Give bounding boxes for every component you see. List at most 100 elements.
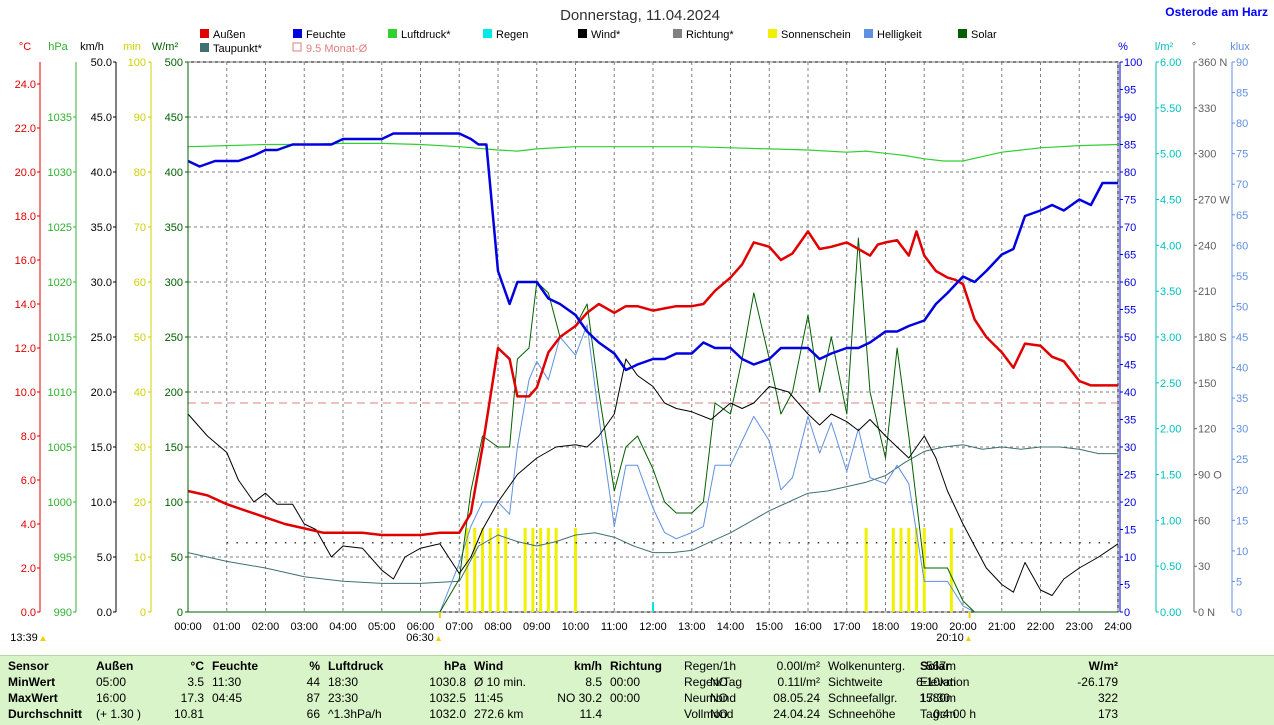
stats-solar-table: Solar W/m² Elevation -26.179 17:30 322 Tag:4:0… [916,658,1122,722]
legend-label: Außen [213,29,245,41]
legend-swatch [200,29,209,38]
sunshine-bar [481,528,484,612]
stats-cell: hPa [443,659,466,673]
sunshine-dot [381,542,384,544]
axis-klux-tick: 55 [1236,271,1248,283]
stats-cell: NO [710,707,728,721]
axis-lm2-tick: 5.00 [1160,149,1181,161]
sunshine-bar [488,528,492,612]
axis-pct-tick: 15 [1124,525,1136,537]
sunshine-dot [565,542,568,544]
sunshine-dot [517,542,519,544]
axis-temp-tick: 4.0 [21,519,36,531]
axis-temp-tick: 14.0 [15,299,36,311]
axis-deg-tick: 0 N [1198,607,1215,619]
sunshine-bar [554,528,558,612]
axis-pct-tick: 60 [1124,277,1136,289]
time-tick: 18:00 [872,621,900,633]
station-name[interactable]: Osterode am Harz [1165,5,1268,19]
stats-cell: (+ 1.30 ) [96,707,142,721]
stats-cell: 1030.8 [429,675,466,689]
sunshine-dot [1079,542,1081,544]
axis-deg-tick: 330 [1198,103,1216,115]
sunshine-dot [691,542,694,544]
sunshine-dot [275,542,277,544]
stats-cell: NO 30.2 [557,691,602,705]
legend-label: Solar [971,29,997,41]
axis-pct-tick: 95 [1124,85,1136,97]
chart-title: Donnerstag, 11.04.2024 [560,7,720,24]
legend-swatch [388,29,397,38]
series-line-feuchte [187,132,1118,372]
sunshine-bar [922,528,926,612]
axis-klux-tick: 80 [1236,118,1248,130]
sunshine-dot [827,542,829,544]
sunshine-dot [246,542,248,544]
solar-cell: W/m² [1088,659,1118,673]
sunshine-dot [362,542,364,544]
axis-deg-tick: 120 [1198,424,1216,436]
solar-row: 17:30 322 [916,690,1122,706]
sunrise-icon [436,636,441,641]
sunshine-dot [846,542,849,544]
axis-deg-tick: 210 [1198,286,1216,298]
sunshine-dot [933,542,936,544]
solar-row: Solar W/m² [916,658,1122,674]
sunshine-dot [837,542,839,544]
stats-cell: Durchschnitt [8,707,83,721]
time-tick: 22:00 [1027,621,1055,633]
axis-pct-tick: 75 [1124,195,1136,207]
extra-row: Regen/1h 0.00l/m² Wolkenunterg. 567m [680,658,960,674]
axis-klux-tick: 45 [1236,332,1248,344]
stats-cell: 00:00 [610,691,641,705]
axis-temp-tick: 8.0 [21,431,36,443]
axis-wm2-tick: 500 [165,57,183,69]
axis-lm2-tick: 0.00 [1160,607,1181,619]
time-tick: 07:00 [445,621,473,633]
axis-pct-tick: 45 [1124,360,1136,372]
axis-kmh-tick: 25.0 [91,332,112,344]
sunshine-bar [907,528,911,612]
axis-temp-tick: 22.0 [15,123,36,135]
sunshine-dot [459,542,461,544]
axis-klux-tick: 10 [1236,546,1248,558]
sunshine-dot [585,542,587,544]
axis-wm2-tick: 100 [165,497,183,509]
axis-temp-tick: 18.0 [15,211,36,223]
sunshine-dot [885,542,887,544]
axis-min-tick: 80 [134,167,146,179]
sunshine-dot [856,542,858,544]
axis-pct-tick: 90 [1124,112,1136,124]
extra-cell: 24.04.24 [773,707,820,721]
axis-klux-tick: 65 [1236,210,1248,222]
extra-cell: Schneehöhe [828,707,896,721]
sunshine-dot [769,542,771,544]
extra-cell: 567m [925,659,957,673]
stats-cell: 11.4 [579,707,602,721]
sunshine-dot [643,542,645,544]
axis-deg-tick: 270 W [1198,195,1230,207]
axis-min-tick: 0 [140,607,146,619]
stats-cell: 3.5 [187,675,204,689]
axis-lm2-tick: 2.50 [1160,378,1181,390]
extra-cell: 0.00l/m² [776,659,820,673]
legend-swatch [673,29,682,38]
sunshine-dot [1098,542,1101,544]
series-line-taupunkt [187,444,1118,584]
extra-cell: Wolkenunterg. [828,659,906,673]
sunshine-dot [817,542,820,544]
axis-temp-tick: 24.0 [15,79,36,91]
stats-cell: 11:45 [474,691,504,705]
sunshine-dot [943,542,946,544]
extra-cell: 0.11l/m² [777,675,820,689]
axis-hpa-tick: 1000 [48,497,72,509]
axis-pct-tick: 35 [1124,415,1136,427]
axis-temp-tick: 0.0 [21,607,36,619]
sunshine-dot [420,542,422,544]
axis-pct-tick: 50 [1124,332,1136,344]
extra-cell: Neumond [684,691,737,705]
sunshine-bar [949,528,953,612]
sunshine-dot [546,542,548,544]
axis-hpa-tick: 1025 [48,222,72,234]
sunshine-dot [720,542,723,544]
